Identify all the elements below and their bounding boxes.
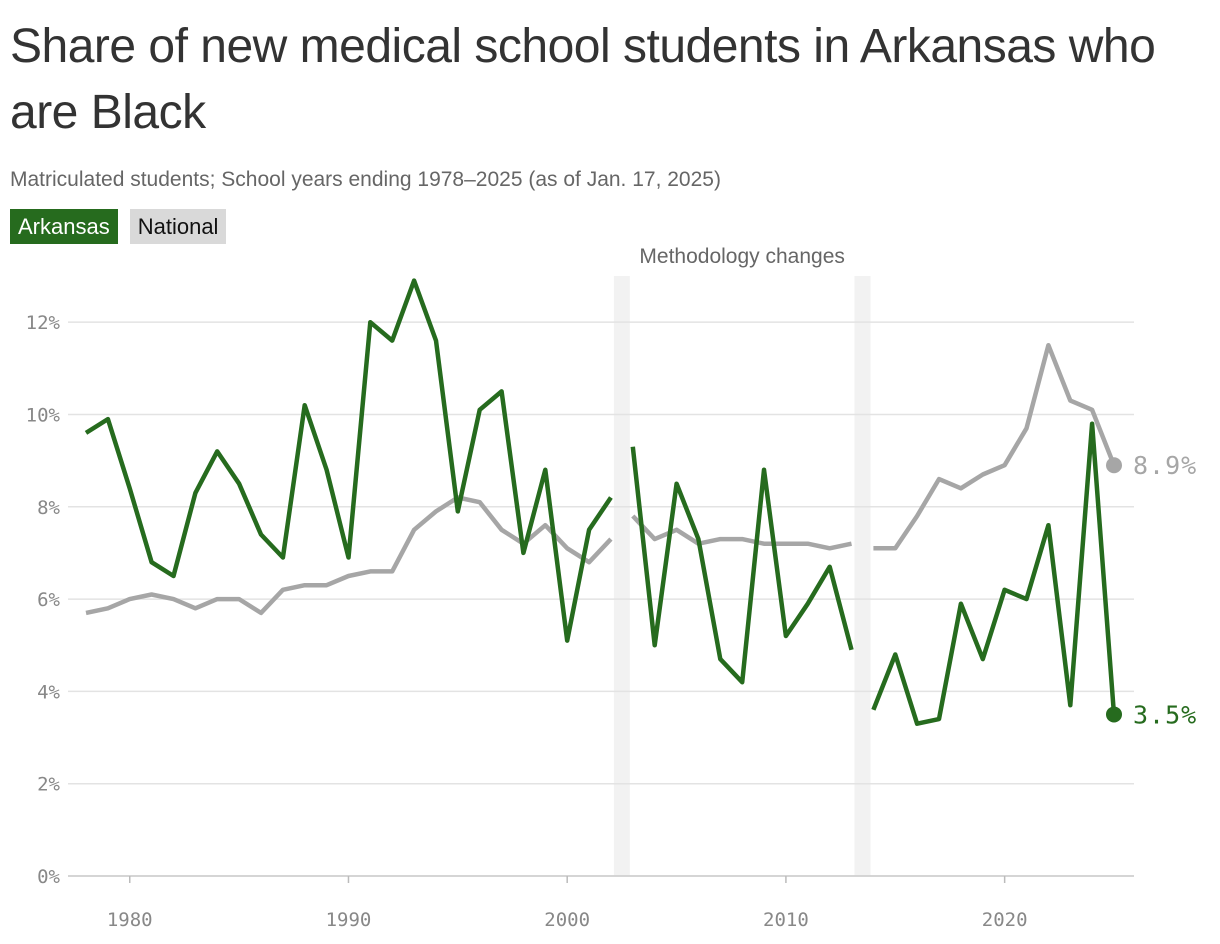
x-tick-label-1980: 1980 — [107, 909, 153, 931]
x-tick-label-2010: 2010 — [763, 909, 809, 931]
national-line-segment-3 — [873, 342, 1117, 551]
x-tick-label-2020: 2020 — [982, 909, 1028, 931]
legend: Arkansas National — [10, 209, 227, 244]
methodology-band-1 — [613, 276, 630, 876]
x-tick-label-1990: 1990 — [326, 909, 372, 931]
national-line-segment-2 — [631, 514, 852, 551]
x-tick-label-2000: 2000 — [544, 909, 590, 931]
y-tick-label-0: 0% — [37, 866, 60, 888]
y-tick-label-2: 2% — [37, 774, 60, 796]
arkansas-end-label: 3.5% — [1133, 700, 1197, 729]
legend-arkansas: Arkansas — [10, 209, 118, 244]
national-end-label: 8.9% — [1133, 451, 1197, 480]
arkansas-end-point — [1106, 706, 1122, 723]
national-end-point — [1106, 457, 1122, 474]
methodology-band-2 — [854, 276, 871, 876]
arkansas-line-segment-1 — [84, 278, 613, 643]
methodology-label: Methodology changes — [639, 245, 844, 268]
legend-national: National — [129, 209, 227, 244]
y-tick-label-12: 12% — [26, 312, 61, 334]
arkansas-line-segment-3 — [871, 421, 1117, 726]
y-tick-label-6: 6% — [37, 589, 60, 611]
chart-subtitle: Matriculated students; School years endi… — [10, 168, 721, 191]
y-tick-label-4: 4% — [37, 681, 60, 703]
y-tick-label-8: 8% — [37, 497, 60, 519]
chart-title: Share of new medical school students in … — [10, 20, 1156, 139]
y-tick-label-10: 10% — [26, 404, 61, 426]
arkansas-line-segment-2 — [630, 446, 854, 685]
